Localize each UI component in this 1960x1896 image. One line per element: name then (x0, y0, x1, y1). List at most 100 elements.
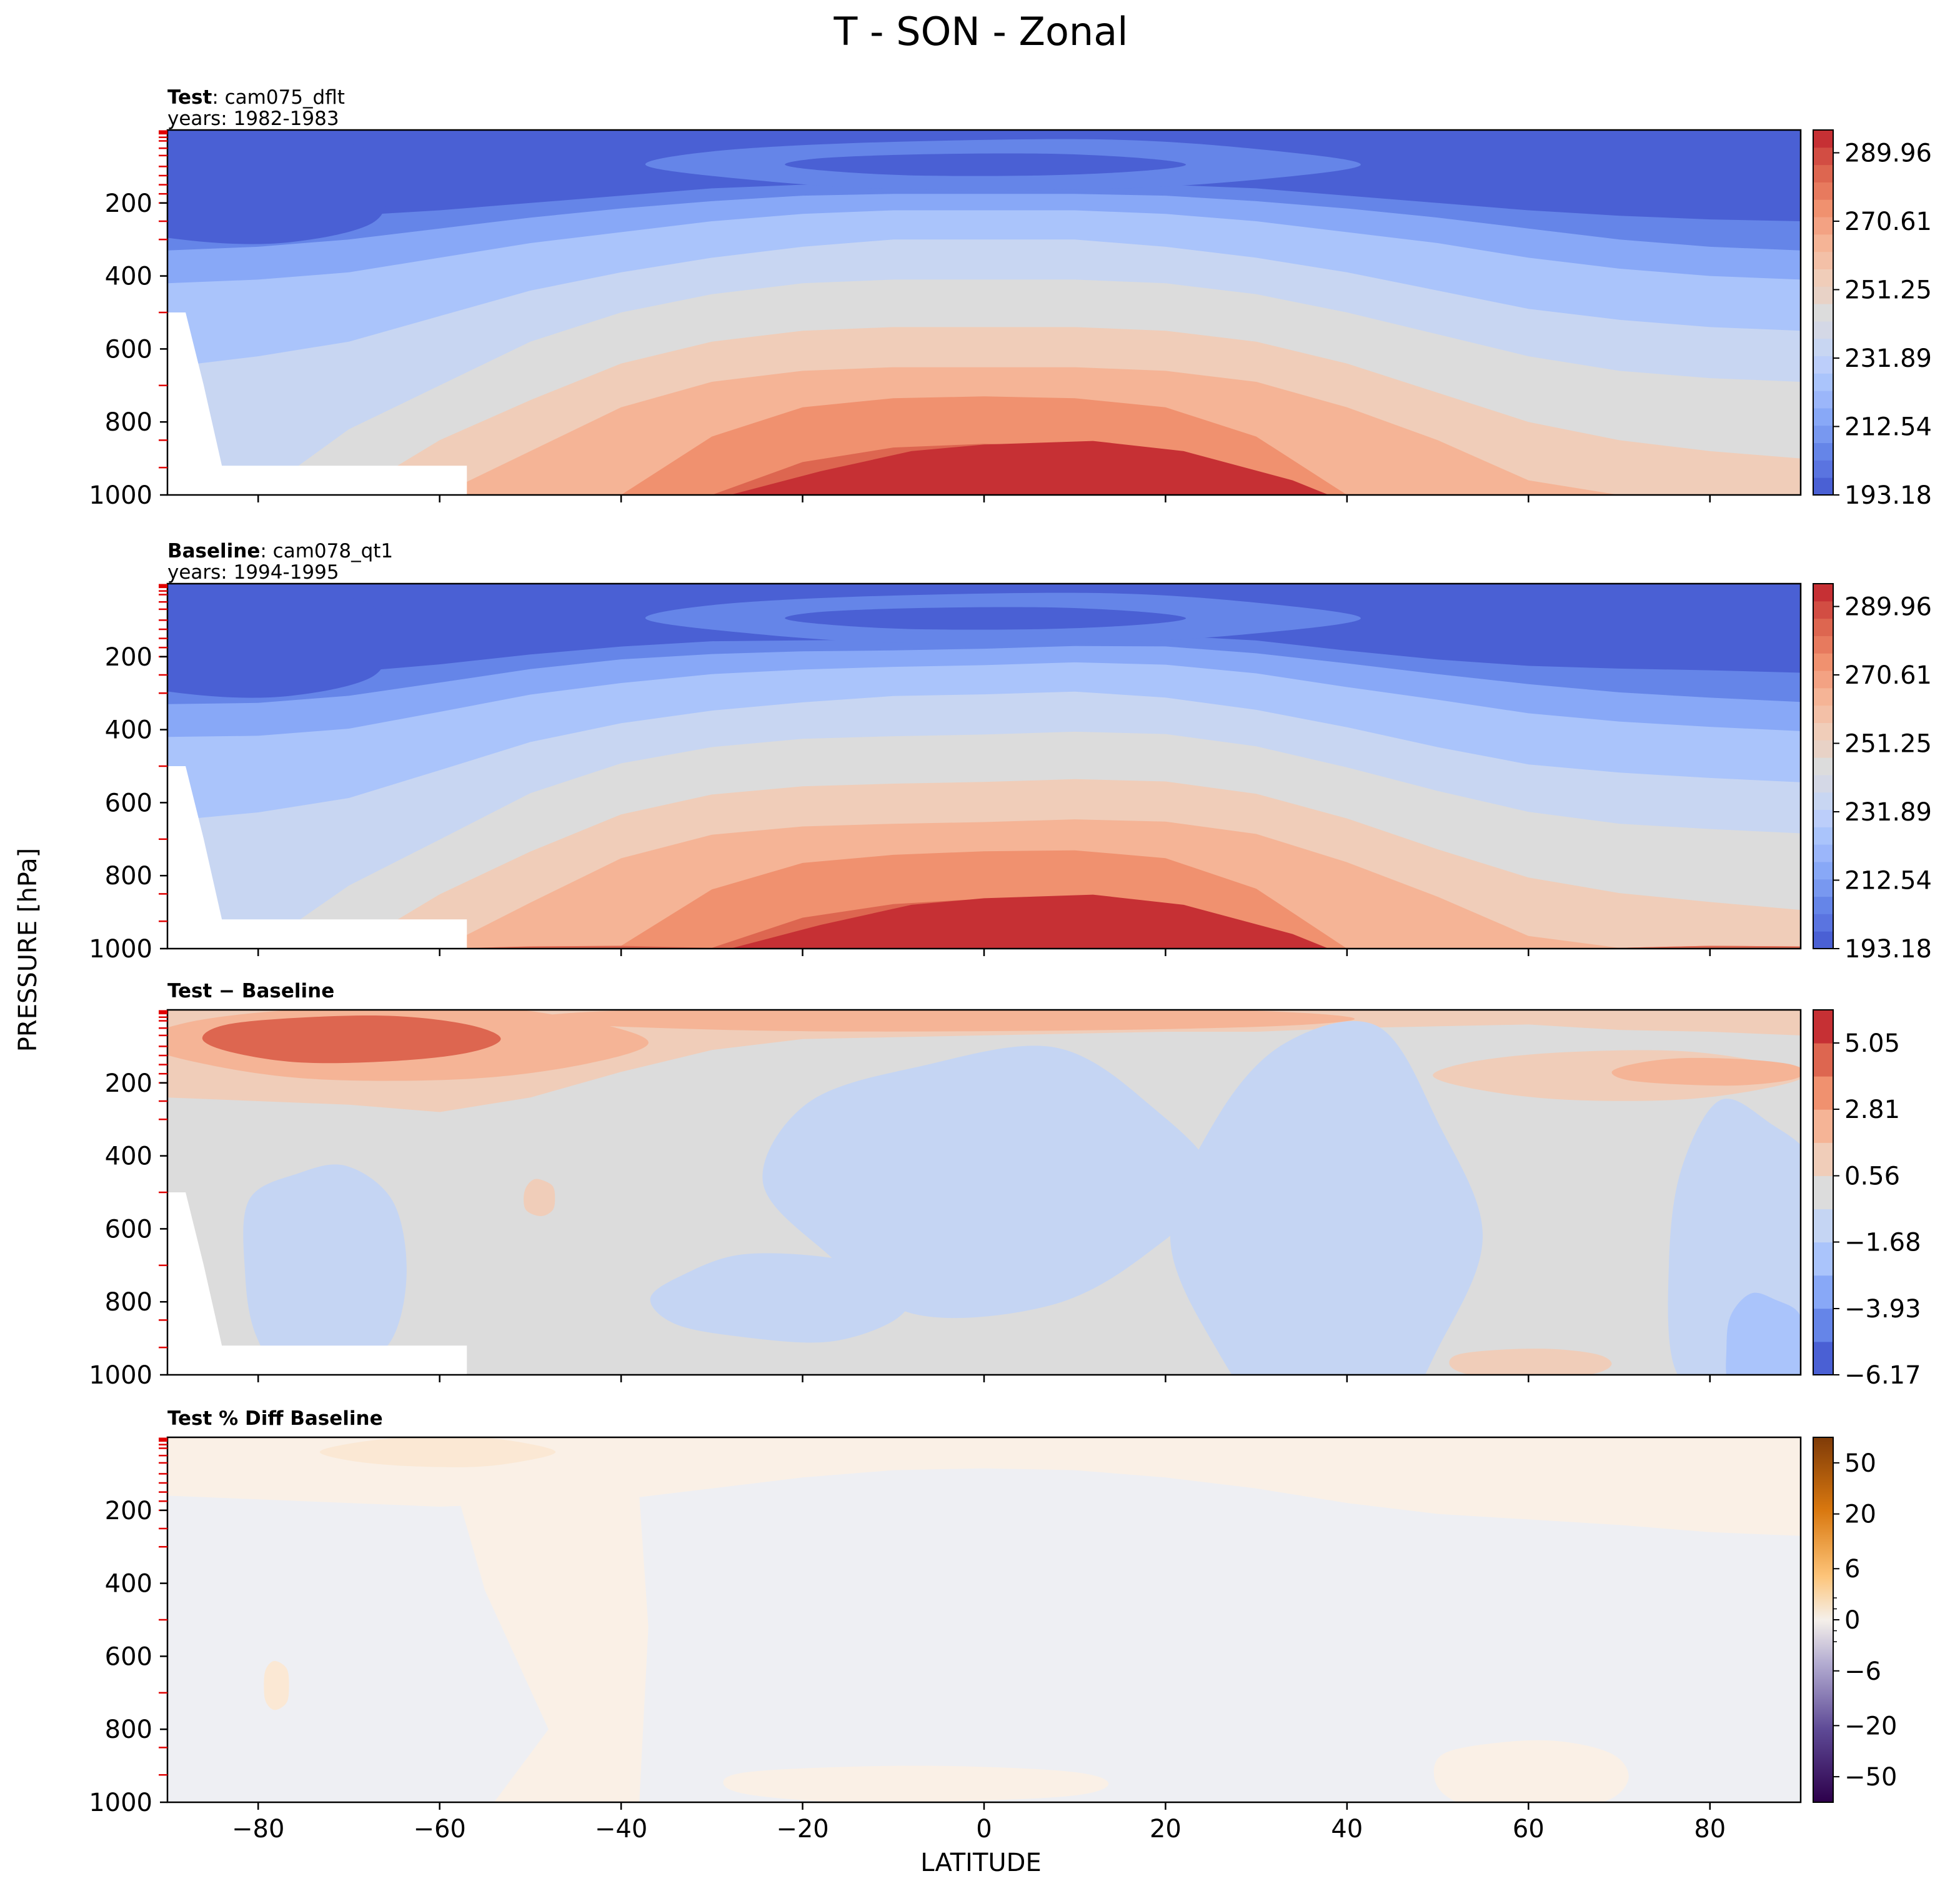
colorbar-segment (1813, 182, 1833, 200)
positive-region-tropical-upper (535, 1010, 1355, 1032)
x-tick-label: 60 (1513, 1815, 1545, 1844)
colorbar-tick-label: −6.17 (1844, 1361, 1921, 1390)
colorbar-tick-label: 212.54 (1844, 866, 1932, 895)
colorbar-tick-label: −6 (1844, 1657, 1881, 1686)
colorbar-segment (1813, 809, 1833, 827)
x-tick-label: −40 (595, 1815, 647, 1844)
colorbar-segment (1813, 321, 1833, 339)
colorbar-segment (1813, 391, 1833, 409)
y-tick-label: 400 (105, 1570, 152, 1599)
panel-title-bold: Test − Baseline (167, 980, 334, 1002)
cold-core-inner (785, 153, 1186, 176)
positive-region-tropical-surface (723, 1765, 1109, 1802)
colorbar-segment (1813, 879, 1833, 897)
y-tick-label: 1000 (89, 1789, 152, 1817)
panel-title: Test: cam075_dflt (167, 86, 345, 109)
colorbar-segment (1813, 914, 1833, 932)
colorbar-segment (1813, 269, 1833, 287)
colorbar-segment (1813, 827, 1833, 845)
colorbar-segment (1813, 757, 1833, 776)
colorbar-segment (1813, 740, 1833, 758)
colorbar-segment (1813, 653, 1833, 671)
colorbar-segment (1813, 774, 1833, 793)
colorbar-tick-label: 0 (1844, 1606, 1860, 1635)
colorbar-tick-label: 289.96 (1844, 592, 1932, 621)
y-tick-label: 800 (105, 862, 152, 891)
colorbar-segment (1813, 460, 1833, 478)
colorbar-segment (1813, 671, 1833, 689)
panel-title-bold: Test (167, 86, 212, 109)
positive-region-north-surface (1449, 1349, 1612, 1375)
x-tick-label: 80 (1694, 1815, 1726, 1844)
colorbar-segment (1813, 584, 1833, 602)
contour-field (167, 130, 1801, 495)
positive-region-small (524, 1179, 555, 1216)
positive-region-upper (167, 1437, 1801, 1536)
panel-title-bold: Baseline (167, 540, 260, 562)
colorbar-segment (1813, 286, 1833, 304)
colorbar-segment (1813, 425, 1833, 444)
panel-years: years: 1982-1983 (167, 107, 339, 130)
y-tick-label: 1000 (89, 481, 152, 510)
panel-title: Baseline: cam078_qt1 (167, 540, 393, 562)
missing-data-region (167, 766, 467, 949)
colorbar-segment (1813, 407, 1833, 426)
colorbar-tick-label: 193.18 (1844, 935, 1932, 964)
y-tick-label: 600 (105, 1642, 152, 1671)
colorbar-segment (1813, 1209, 1833, 1243)
colorbar-tick-label: 6 (1844, 1555, 1860, 1584)
y-tick-label: 400 (105, 716, 152, 745)
y-tick-label: 200 (105, 189, 152, 218)
colorbar-gradient (1813, 1437, 1833, 1802)
colorbar-frame (1813, 1437, 1834, 1803)
colorbar-tick-label: −50 (1844, 1763, 1897, 1792)
south-polar-cold-core (167, 584, 387, 698)
colorbar-segment (1813, 1275, 1833, 1309)
y-axis-label: PRESSURE [hPa] (14, 848, 42, 1052)
colorbar-segment (1813, 338, 1833, 357)
panel-title-rest: : cam078_qt1 (260, 540, 393, 562)
colorbar-segment (1813, 373, 1833, 391)
colorbar-segment (1813, 687, 1833, 706)
y-tick-label: 600 (105, 789, 152, 817)
contour-field (167, 584, 1801, 949)
positive-region-south-upper (319, 1437, 556, 1467)
colorbar-segment (1813, 618, 1833, 636)
colorbar-tick-label: −20 (1844, 1712, 1897, 1740)
colorbar-segment (1813, 1175, 1833, 1210)
y-tick-label: 200 (105, 1069, 152, 1098)
y-tick-label: 1000 (89, 1361, 152, 1390)
colorbar-segment (1813, 792, 1833, 811)
colorbar-tick-label: 231.89 (1844, 344, 1932, 373)
colorbar-segment (1813, 601, 1833, 619)
colorbar-segment (1813, 164, 1833, 182)
colorbar-segment (1813, 1043, 1833, 1077)
y-tick-label: 800 (105, 1715, 152, 1744)
colorbar-segment (1813, 1109, 1833, 1143)
colorbar-segment (1813, 147, 1833, 166)
panel-years: years: 1994-1995 (167, 561, 339, 584)
negative-region-south-polar (243, 1164, 407, 1375)
colorbar-segment (1813, 722, 1833, 741)
y-tick-label: 600 (105, 335, 152, 364)
colorbar-segment (1813, 931, 1833, 949)
colorbar-segment (1813, 1142, 1833, 1176)
colorbar-segment (1813, 217, 1833, 235)
colorbar-tick-label: 251.25 (1844, 276, 1932, 304)
y-tick-label: 600 (105, 1215, 152, 1244)
colorbar-tick-label: 289.96 (1844, 139, 1932, 167)
panel-3: 200 400 600 800 1000 Test − Baseline 5.05 2.81 0… (89, 980, 1921, 1390)
colorbar-frame (1813, 583, 1834, 949)
missing-data-region (167, 1192, 467, 1375)
contour-field (167, 1437, 1801, 1802)
colorbar-frame (1813, 1009, 1834, 1375)
colorbar-tick-label: 0.56 (1844, 1162, 1900, 1190)
colorbar-segment (1813, 705, 1833, 723)
contour-field (167, 1010, 1801, 1375)
positive-region-south-small (264, 1660, 289, 1710)
positive-region-south-core (202, 1015, 501, 1064)
cold-core-inner (785, 607, 1186, 630)
y-tick-label: 800 (105, 1288, 152, 1317)
